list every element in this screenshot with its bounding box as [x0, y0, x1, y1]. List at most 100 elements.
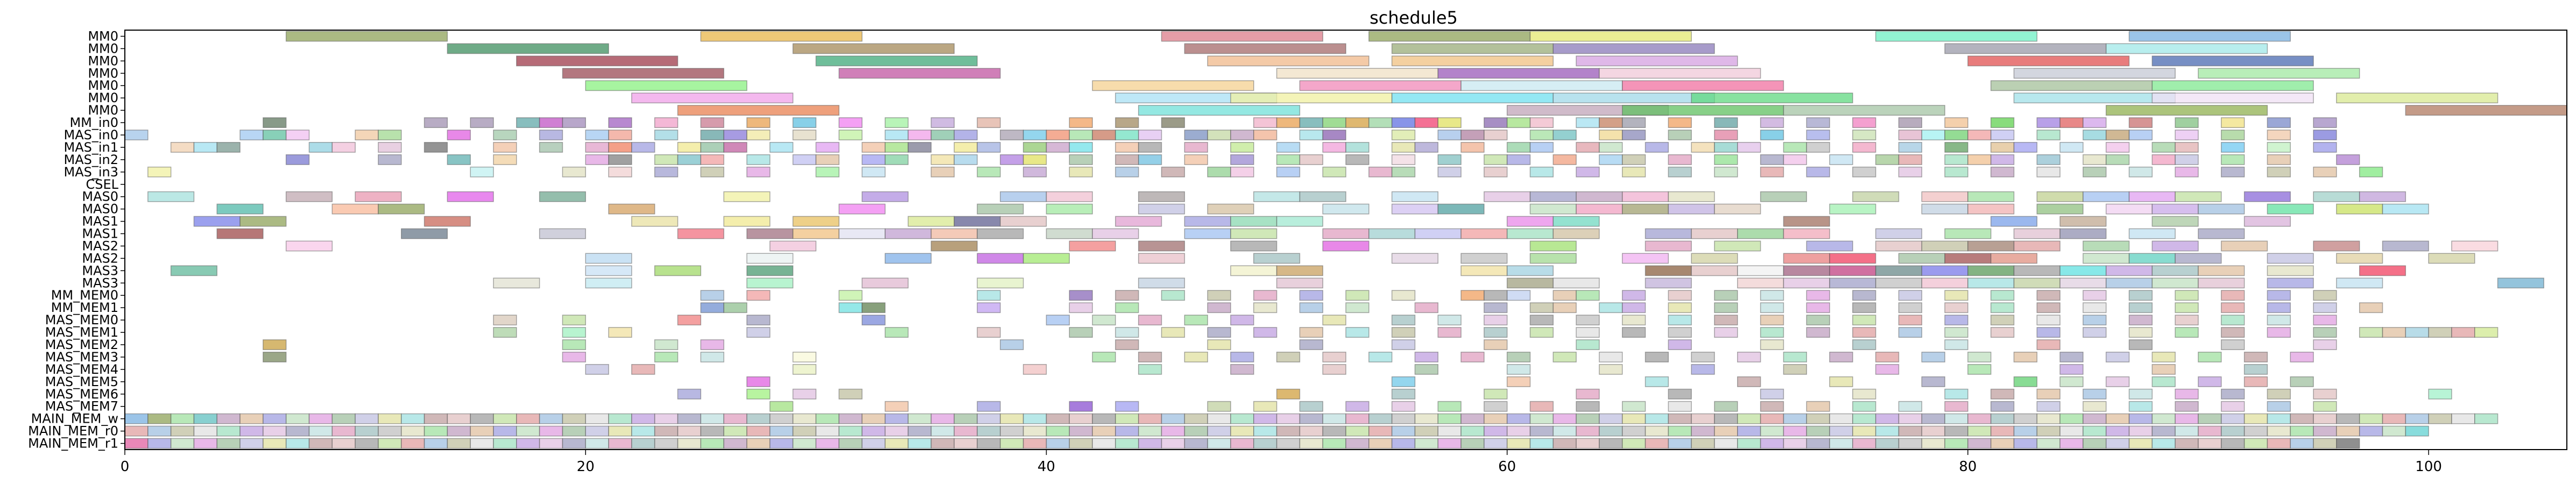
task-bar — [977, 290, 1001, 301]
x-tick-label: 100 — [2415, 459, 2442, 475]
task-bar — [1253, 117, 1278, 128]
task-bar — [2083, 117, 2107, 128]
task-bar — [539, 130, 563, 140]
task-bar — [2128, 339, 2153, 350]
task-bar — [907, 425, 932, 437]
task-bar — [1737, 425, 1761, 437]
task-bar — [2151, 265, 2199, 276]
task-bar — [746, 376, 771, 387]
task-bar — [1207, 425, 1231, 437]
task-bar — [654, 339, 679, 350]
task-bar — [1552, 154, 1577, 165]
plot-frame — [124, 30, 2567, 450]
task-bar — [1484, 117, 1508, 128]
y-tick-label: MM0 — [88, 90, 118, 105]
task-bar — [1391, 117, 1416, 128]
task-bar — [954, 154, 978, 165]
task-bar — [2013, 413, 2038, 424]
task-bar — [1253, 413, 1278, 424]
task-bar — [1576, 166, 1600, 177]
task-bar — [239, 216, 287, 227]
task-bar — [2128, 117, 2153, 128]
task-bar — [1484, 327, 1508, 338]
task-bar — [378, 130, 402, 140]
task-bar — [1046, 438, 1070, 449]
task-bar — [1414, 413, 1438, 424]
task-bar — [1944, 43, 2107, 54]
y-tick-label: MM_MEM0 — [51, 288, 118, 303]
task-bar — [216, 142, 241, 153]
task-bar — [1207, 130, 1231, 140]
task-bar — [1691, 265, 1738, 276]
task-bar — [1506, 154, 1531, 165]
task-bar — [1276, 142, 1301, 153]
task-bar — [723, 425, 747, 437]
task-bar — [562, 68, 724, 79]
task-bar — [1437, 68, 1600, 79]
task-bar — [424, 438, 448, 449]
task-bar — [493, 315, 517, 326]
task-bar — [1829, 154, 1853, 165]
task-bar — [2151, 413, 2176, 424]
task-bar — [2336, 438, 2360, 449]
task-bar — [170, 142, 195, 153]
task-bar — [1414, 142, 1438, 153]
task-bar — [1138, 364, 1162, 375]
task-bar — [1621, 327, 1646, 338]
task-bar — [2059, 352, 2084, 362]
task-bar — [1484, 339, 1508, 350]
task-bar — [1852, 166, 1876, 177]
task-bar — [1046, 130, 1070, 140]
task-bar — [2151, 376, 2176, 387]
task-bar — [1345, 290, 1370, 301]
task-bar — [1852, 191, 1900, 202]
task-bar — [2083, 401, 2107, 412]
task-bar — [1760, 339, 1784, 350]
task-bar — [2198, 438, 2222, 449]
task-bar — [792, 154, 817, 165]
task-bar — [838, 413, 863, 424]
task-bar — [885, 142, 909, 153]
task-bar — [1806, 438, 1830, 449]
task-bar — [1921, 352, 1945, 362]
task-bar — [1576, 203, 1623, 215]
task-bar — [862, 425, 886, 437]
task-bar — [2151, 203, 2199, 215]
task-bar — [977, 327, 1001, 338]
y-tick-label: MAS_MEM5 — [45, 374, 118, 389]
task-bar — [1921, 425, 1945, 437]
task-bar — [1921, 240, 1968, 252]
task-bar — [1484, 290, 1508, 301]
task-bar — [1138, 277, 1185, 289]
y-tick-label: MAS3 — [82, 263, 118, 278]
task-bar — [2036, 438, 2060, 449]
task-bar — [1207, 166, 1231, 177]
y-axis-labels: MM0MM0MM0MM0MM0MM0MM0MM_in0MAS_in0MAS_in… — [28, 29, 125, 451]
task-bar — [1806, 142, 1830, 153]
task-bar — [331, 438, 356, 449]
task-bar — [1898, 413, 1923, 424]
task-bar — [1299, 425, 1323, 437]
task-bar — [1944, 438, 1968, 449]
task-bar — [1552, 290, 1577, 301]
task-bar — [2336, 413, 2360, 424]
task-bar — [2359, 302, 2383, 314]
task-bar — [1184, 130, 1208, 140]
task-bar — [355, 191, 402, 202]
task-bar — [631, 425, 655, 437]
task-bar — [1000, 413, 1024, 424]
task-bar — [1230, 240, 1278, 252]
task-bar — [1621, 302, 1646, 314]
task-bar — [1115, 142, 1139, 153]
task-bar — [700, 438, 724, 449]
task-bar — [2267, 203, 2314, 215]
task-bar — [631, 438, 655, 449]
task-bar — [930, 130, 955, 140]
task-bar — [1783, 413, 1807, 424]
task-bar — [1552, 352, 1577, 362]
task-bar — [838, 68, 1001, 79]
task-bar — [285, 413, 310, 424]
task-bar — [1092, 425, 1116, 437]
task-bar — [2221, 438, 2245, 449]
task-bar — [2313, 327, 2337, 338]
